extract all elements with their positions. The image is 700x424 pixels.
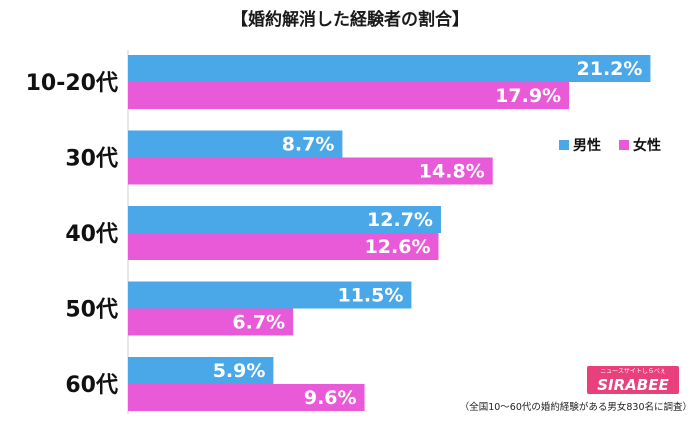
- category-label: 40代: [65, 222, 118, 247]
- data-label: 12.7%: [367, 209, 433, 231]
- logo-background: [587, 366, 679, 394]
- data-label: 6.7%: [232, 312, 285, 334]
- footnote: （全国10～60代の婚約経験がある男女830名に調査）: [460, 401, 692, 413]
- legend-label-male: 男性: [573, 137, 601, 154]
- bar-male: [128, 206, 441, 233]
- chart-title: 【婚約解消した経験者の割合】: [231, 9, 469, 30]
- bar-female: [128, 384, 365, 411]
- sirabee-logo: ニュースサイトしらべぇ SIRABEE: [587, 366, 679, 394]
- bars-group: 10-20代 21.2% 17.9% 30代 8.7% 14.8% 40代 12.7% 12.6…: [26, 55, 651, 411]
- bar-male: [128, 357, 274, 384]
- data-label: 12.6%: [365, 236, 431, 258]
- bar-male: [128, 55, 651, 82]
- category-label: 30代: [65, 147, 118, 172]
- bar-male: [128, 130, 343, 158]
- category-label: 60代: [65, 373, 118, 398]
- logo-subtitle: ニュースサイトしらべぇ: [600, 368, 666, 375]
- bar-male: [128, 281, 412, 309]
- data-label: 17.9%: [495, 85, 561, 107]
- category-label: 50代: [65, 298, 118, 323]
- bar-female: [128, 82, 570, 109]
- legend-label-female: 女性: [633, 137, 661, 154]
- legend-swatch-male: [559, 140, 569, 150]
- legend: 男性 女性: [550, 128, 680, 162]
- data-label: 21.2%: [577, 58, 643, 80]
- legend-swatch-female: [619, 140, 629, 150]
- logo-text: SIRABEE: [597, 376, 669, 394]
- data-label: 14.8%: [419, 161, 485, 183]
- bar-female: [128, 308, 294, 336]
- category-label: 10-20代: [26, 71, 118, 96]
- bar-female: [128, 157, 493, 185]
- data-label: 11.5%: [337, 285, 403, 307]
- bar-female: [128, 233, 439, 260]
- data-label: 8.7%: [282, 134, 335, 156]
- data-label: 5.9%: [213, 360, 266, 382]
- data-label: 9.6%: [304, 387, 357, 409]
- legend-box: [550, 128, 680, 162]
